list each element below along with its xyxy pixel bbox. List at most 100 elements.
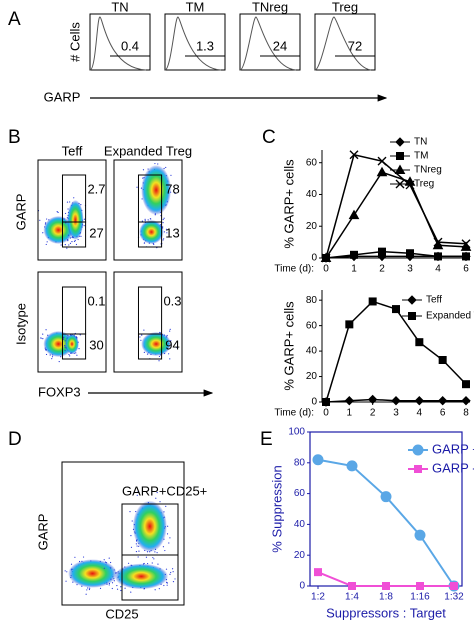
y-axis-label: % GARP+ cells	[281, 301, 296, 391]
density-plot	[38, 197, 87, 249]
gate-label: GARP+CD25+	[122, 483, 207, 498]
event-dot	[66, 571, 68, 573]
legend-label: TNreg	[414, 165, 442, 176]
event-dot	[163, 231, 165, 233]
marker	[462, 252, 470, 261]
event-dot	[66, 247, 68, 249]
event-dot	[70, 563, 73, 565]
plot-frame	[37, 159, 107, 261]
event-dot	[155, 497, 157, 499]
event-dot	[113, 580, 115, 582]
marker	[438, 356, 447, 364]
event-dot	[171, 568, 174, 570]
marker	[414, 529, 426, 541]
event-dot	[168, 542, 170, 544]
legend-marker	[396, 152, 404, 160]
gate-value: 0.1	[87, 293, 105, 308]
density-plot	[139, 328, 178, 362]
event-dot	[39, 219, 41, 221]
x-tick-label: 4	[435, 264, 441, 275]
event-dot	[168, 353, 170, 355]
x-axis-label: Time (d):	[274, 264, 314, 275]
marker	[344, 396, 355, 406]
x-axis-label: CD25	[105, 606, 138, 621]
event-dot	[99, 587, 102, 589]
event-dot	[169, 537, 171, 539]
event-dot	[51, 358, 53, 360]
event-dot	[89, 587, 91, 589]
event-dot	[116, 588, 119, 590]
x-tick-label: 1:32	[444, 592, 464, 603]
event-dot	[136, 545, 138, 547]
event-dot	[163, 238, 165, 240]
marker	[415, 338, 424, 347]
event-dot	[85, 593, 87, 595]
event-dot	[120, 589, 122, 592]
gate-value: 27	[89, 225, 103, 240]
event-dot	[141, 220, 143, 222]
event-dot	[139, 336, 141, 338]
event-dot	[42, 232, 44, 234]
event-dot	[86, 589, 88, 591]
gate-value: 0.4	[121, 38, 139, 53]
series-line	[325, 250, 466, 259]
gate-value: 78	[165, 181, 179, 196]
legend-marker	[394, 164, 406, 174]
event-dot	[60, 244, 62, 246]
marker	[321, 253, 331, 263]
event-dot	[142, 169, 145, 171]
marker	[434, 252, 442, 261]
event-dot	[176, 346, 178, 349]
y-tick-label: 40	[306, 189, 318, 200]
event-dot	[141, 334, 143, 336]
marker	[461, 239, 471, 249]
event-dot	[165, 568, 168, 570]
event-dot	[130, 591, 132, 593]
y-axis-label: % Suppression	[269, 465, 284, 552]
y-tick-label: 40	[294, 519, 306, 530]
event-dot	[127, 562, 130, 564]
event-dot	[65, 580, 67, 582]
event-dot	[67, 239, 69, 241]
event-dot	[120, 586, 122, 588]
event-dot	[154, 589, 156, 591]
legend-label: TN	[414, 137, 427, 148]
y-tick-label: 0	[311, 253, 317, 264]
event-dot	[156, 491, 158, 494]
event-dot	[169, 573, 171, 575]
marker	[345, 320, 354, 329]
x-tick-label: 1:8	[379, 592, 393, 603]
gate	[137, 221, 163, 248]
event-dot	[144, 218, 146, 220]
histogram-frame	[239, 13, 301, 71]
series-line	[325, 153, 467, 259]
event-dot	[63, 336, 65, 338]
event-dot	[45, 243, 47, 246]
event-dot	[109, 561, 112, 564]
event-dot	[157, 563, 159, 565]
event-dot	[143, 351, 145, 353]
event-dot	[76, 354, 78, 356]
histogram	[314, 16, 372, 71]
histogram-frame	[89, 13, 151, 71]
legend-marker	[395, 137, 405, 147]
event-dot	[58, 360, 60, 363]
event-dot	[166, 232, 168, 234]
event-dot	[62, 338, 65, 340]
legend-marker	[412, 444, 424, 456]
density-blob	[141, 165, 172, 215]
event-dot	[147, 219, 149, 221]
x-axis-label: Time (d):	[274, 408, 314, 419]
x-tick-label: 1:4	[345, 592, 359, 603]
event-dot	[64, 344, 66, 347]
gate-value: 2.7	[87, 181, 105, 196]
event-dot	[57, 211, 59, 214]
histogram-frame	[164, 13, 226, 71]
legend-label: GARP +	[432, 441, 474, 456]
gate-value: 0.3	[163, 293, 181, 308]
x-tick-label: 2	[370, 408, 376, 419]
event-dot	[136, 494, 138, 496]
event-dot	[77, 238, 79, 241]
event-dot	[138, 550, 140, 552]
